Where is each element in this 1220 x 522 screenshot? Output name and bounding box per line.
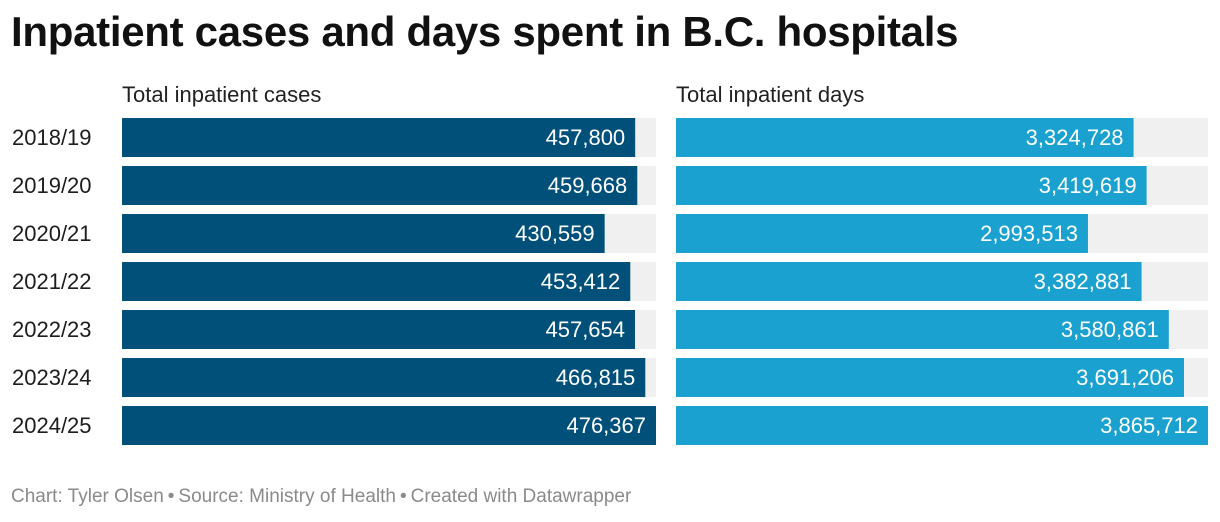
bar-cases (122, 262, 631, 301)
bar-days (676, 262, 1142, 301)
bar-days (676, 214, 1088, 253)
value-label-cases: 457,800 (546, 125, 626, 150)
value-label-days: 3,324,728 (1026, 125, 1124, 150)
value-label-days: 3,580,861 (1061, 317, 1159, 342)
bar-days (676, 166, 1147, 205)
footer-source: Source: Ministry of Health (178, 486, 396, 507)
bar-cases (122, 214, 605, 253)
chart-title: Inpatient cases and days spent in B.C. h… (11, 8, 959, 55)
category-label: 2024/25 (12, 413, 92, 438)
value-label-cases: 466,815 (556, 365, 636, 390)
bar-cases (122, 118, 636, 157)
category-label: 2021/22 (12, 269, 92, 294)
bar-cases (122, 166, 638, 205)
category-label: 2018/19 (12, 125, 92, 150)
category-label: 2022/23 (12, 317, 92, 342)
value-label-cases: 453,412 (541, 269, 621, 294)
bar-days (676, 118, 1134, 157)
value-label-days: 3,419,619 (1039, 173, 1137, 198)
footer-datawrapper: Created with Datawrapper (410, 486, 632, 507)
value-label-cases: 459,668 (548, 173, 628, 198)
category-label: 2020/21 (12, 221, 92, 246)
value-label-days: 3,382,881 (1034, 269, 1132, 294)
bar-cases (122, 358, 646, 397)
bar-days (676, 310, 1169, 349)
value-label-cases: 457,654 (545, 317, 625, 342)
panel-title-days: Total inpatient days (676, 82, 865, 107)
footer-chart-credit: Chart: Tyler Olsen (11, 486, 164, 507)
panel-title-cases: Total inpatient cases (122, 82, 322, 107)
bar-cases (122, 406, 656, 445)
value-label-days: 3,691,206 (1076, 365, 1174, 390)
value-label-cases: 430,559 (515, 221, 595, 246)
chart-footer: Chart: Tyler Olsen • Source: Ministry of H… (11, 486, 632, 507)
bar-cases (122, 310, 636, 349)
bar-days (676, 406, 1208, 445)
value-label-cases: 476,367 (566, 413, 646, 438)
value-label-days: 2,993,513 (980, 221, 1078, 246)
bar-days (676, 358, 1184, 397)
value-label-days: 3,865,712 (1100, 413, 1198, 438)
category-label: 2023/24 (12, 365, 92, 390)
bar-chart: 2018/19 2019/20 2020/21 2021/22 2022/23 2023/… (12, 118, 1208, 445)
category-label: 2019/20 (12, 173, 92, 198)
